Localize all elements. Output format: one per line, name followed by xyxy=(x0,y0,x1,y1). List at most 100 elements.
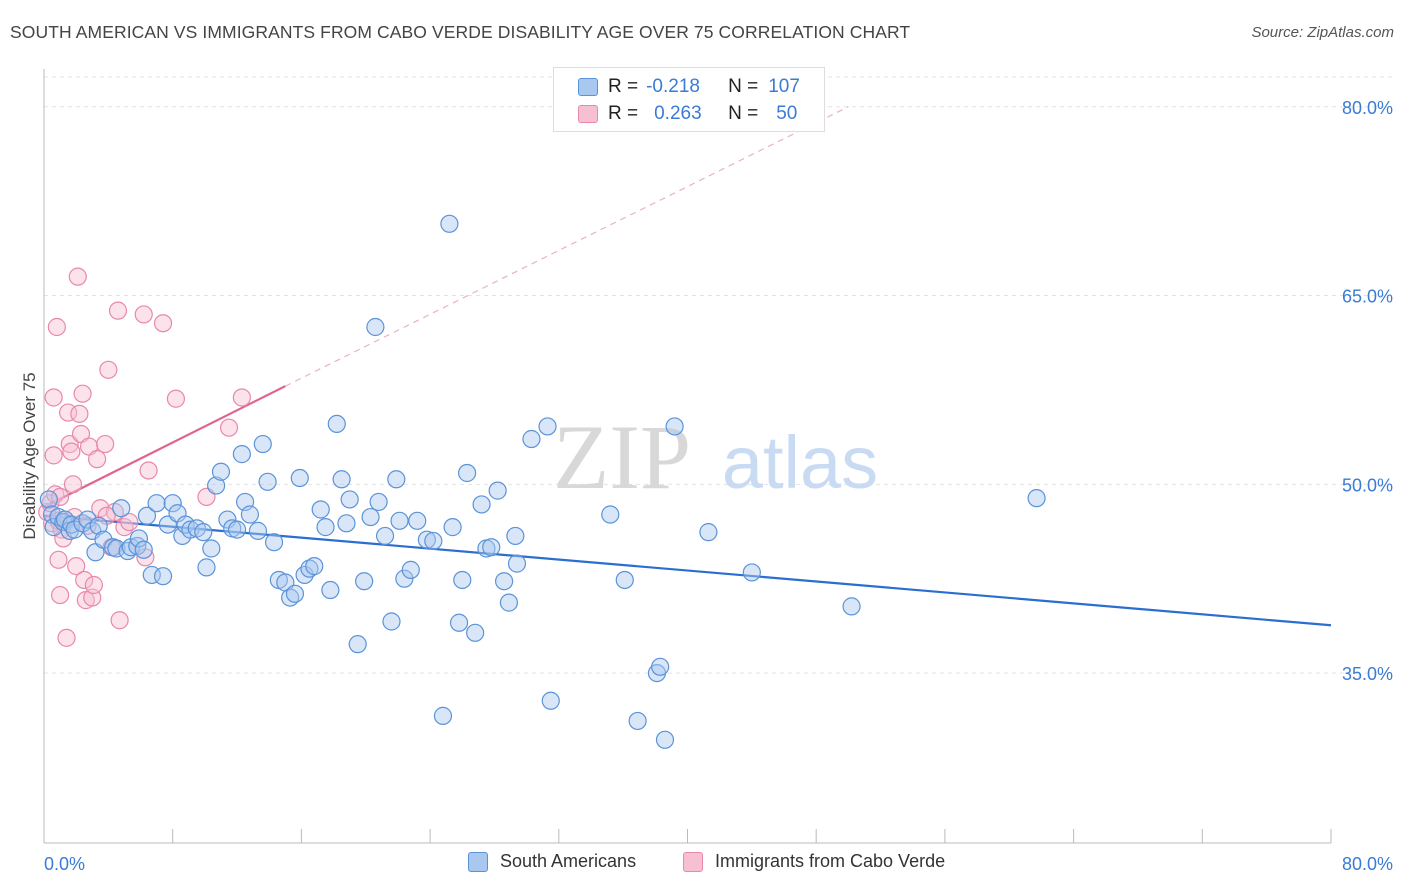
south-american-point xyxy=(472,495,491,514)
correlation-legend: R = -0.218 N = 107 R = 0.263 N = 50 xyxy=(553,67,825,132)
south-american-point xyxy=(194,523,213,542)
y-axis-label: Disability Age Over 75 xyxy=(20,372,39,539)
legend-label: South Americans xyxy=(500,851,637,871)
cabo-verde-point xyxy=(73,384,92,403)
south-american-point xyxy=(300,559,319,578)
south-american-point xyxy=(361,507,380,527)
south-american-point xyxy=(522,429,541,449)
watermark-atlas: atlas xyxy=(722,421,878,504)
south-american-point xyxy=(253,434,272,454)
south-american-point xyxy=(495,572,514,591)
south-american-point xyxy=(458,463,477,483)
cabo-verde-point xyxy=(49,550,68,569)
south-american-point xyxy=(382,612,401,631)
south-american-point xyxy=(340,490,359,509)
south-american-point xyxy=(137,506,157,525)
south-american-point xyxy=(134,540,153,559)
south-american-point xyxy=(153,567,173,586)
south-american-point xyxy=(202,539,221,558)
south-american-point xyxy=(424,531,443,551)
labels-layer: 35.0% 50.0% 65.0% 80.0% 0.0% 80.0% Disability … xyxy=(20,98,1393,874)
legend-row-south-americans: R = -0.218 N = 107 xyxy=(554,74,800,100)
cabo-verde-point xyxy=(57,628,76,647)
cabo-verde-point xyxy=(50,487,70,507)
pink-swatch-icon xyxy=(683,851,703,872)
cabo-verde-point xyxy=(84,575,103,595)
y-tick-label: 50.0% xyxy=(1342,475,1393,495)
watermark-zip: ZIP xyxy=(553,406,691,508)
cabo-verde-point xyxy=(70,404,89,423)
south-american-point xyxy=(541,691,560,710)
blue-swatch-icon xyxy=(578,78,598,96)
x-tick-label: 0.0% xyxy=(44,854,85,874)
south-american-point xyxy=(699,523,718,542)
cabo-verde-point xyxy=(153,314,173,333)
south-american-point xyxy=(258,472,277,491)
cabo-verde-point xyxy=(50,585,70,605)
legend-item-cabo-verde: Immigrants from Cabo Verde xyxy=(683,851,945,872)
south-american-trendline xyxy=(43,514,1332,627)
cabo-verde-point xyxy=(68,267,87,286)
source-label: Source: ZipAtlas.com xyxy=(1251,24,1394,41)
y-tick-label: 80.0% xyxy=(1342,98,1393,118)
x-tick-label: 80.0% xyxy=(1342,854,1393,874)
south-american-point xyxy=(207,476,226,495)
south-american-point xyxy=(112,499,131,518)
south-american-point xyxy=(348,635,367,654)
south-american-point xyxy=(89,516,108,535)
south-american-point xyxy=(651,657,670,676)
cabo-verde-point xyxy=(44,388,63,407)
cabo-verde-point xyxy=(44,446,63,465)
south-american-point xyxy=(842,597,861,616)
legend-label: Immigrants from Cabo Verde xyxy=(715,851,946,871)
legend-n-value: 50 xyxy=(776,103,798,124)
south-american-point xyxy=(628,711,647,731)
south-american-point xyxy=(375,526,395,546)
south-american-point xyxy=(240,505,260,524)
south-american-point xyxy=(264,533,284,552)
south-american-point xyxy=(232,445,251,464)
south-american-point xyxy=(401,560,420,579)
cabo-verde-point xyxy=(67,557,86,576)
south-american-point xyxy=(337,514,356,533)
south-american-point xyxy=(408,511,427,530)
south-american-point xyxy=(453,570,472,590)
south-american-point xyxy=(327,414,346,434)
cabo-verde-point xyxy=(99,360,118,379)
blue-swatch-icon xyxy=(468,851,488,872)
south-american-point xyxy=(506,526,525,546)
south-american-point xyxy=(78,510,97,529)
trend-layer xyxy=(43,106,1332,627)
cabo-verde-point xyxy=(60,434,79,454)
south-american-point xyxy=(366,317,385,337)
cabo-verde-point xyxy=(62,442,81,461)
cabo-verde-point xyxy=(47,317,66,337)
south-american-point xyxy=(601,505,620,524)
legend-n-label: N = xyxy=(728,103,759,124)
south-american-point xyxy=(332,470,351,489)
south-american-point xyxy=(94,530,113,549)
legend-r-value: -0.218 xyxy=(646,76,700,97)
south-american-point xyxy=(433,706,453,725)
legend-n-value: 107 xyxy=(768,76,800,97)
south-american-point xyxy=(655,730,675,749)
cabo-verde-trendline-extension xyxy=(285,106,849,387)
cabo-verde-point xyxy=(134,305,153,324)
axes-layer xyxy=(43,69,1332,844)
south-american-point xyxy=(197,558,216,577)
watermark: ZIP atlas xyxy=(553,406,878,508)
south-american-point xyxy=(443,518,462,537)
south-american-point xyxy=(482,538,501,557)
south-american-point xyxy=(39,490,58,509)
cabo-verde-point xyxy=(87,450,107,469)
cabo-verde-point xyxy=(232,388,251,407)
south-american-point xyxy=(176,515,195,534)
chart-title: SOUTH AMERICAN VS IMMIGRANTS FROM CABO V… xyxy=(10,22,911,42)
y-tick-label: 65.0% xyxy=(1342,287,1393,307)
legend-row-cabo-verde: R = 0.263 N = 50 xyxy=(554,101,797,127)
south-american-point xyxy=(440,214,459,233)
legend-n-label: N = xyxy=(728,76,759,97)
south-american-point xyxy=(387,470,406,489)
south-american-point xyxy=(163,494,182,513)
